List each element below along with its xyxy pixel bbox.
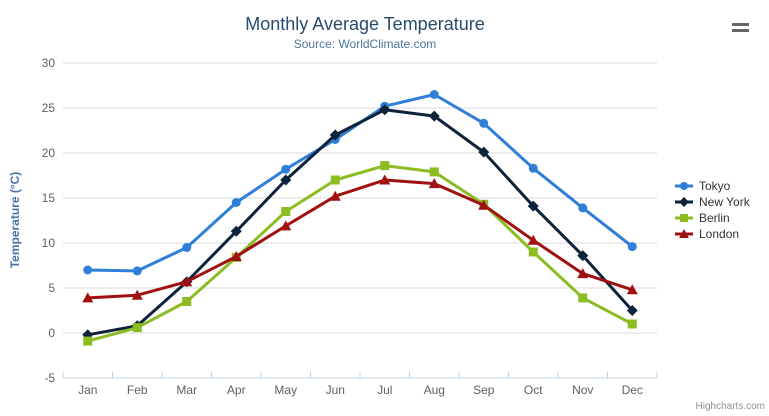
series-new-york-line bbox=[86, 108, 634, 337]
x-axis-label: Dec bbox=[622, 383, 643, 397]
data-point-london-dec[interactable] bbox=[626, 284, 638, 295]
data-point-berlin-feb[interactable] bbox=[132, 323, 142, 333]
series-tokyo bbox=[83, 90, 637, 276]
data-point-berlin-oct[interactable] bbox=[528, 247, 538, 257]
data-point-london-aug[interactable] bbox=[428, 178, 440, 189]
data-point-new-york-sep[interactable] bbox=[478, 146, 490, 158]
series-london-line bbox=[86, 178, 634, 300]
legend-label: Berlin bbox=[699, 211, 730, 225]
data-point-tokyo-aug[interactable] bbox=[429, 90, 439, 99]
x-axis-label: Aug bbox=[424, 383, 445, 397]
y-axis-label: -5 bbox=[44, 371, 55, 385]
data-point-new-york-apr[interactable] bbox=[230, 225, 242, 237]
y-axis-label: 0 bbox=[48, 326, 55, 340]
data-point-london-feb[interactable] bbox=[131, 289, 143, 300]
data-point-berlin-dec[interactable] bbox=[627, 319, 637, 329]
x-axis-label: Jan bbox=[78, 383, 97, 397]
data-point-tokyo-sep[interactable] bbox=[479, 118, 489, 128]
x-axis-label: Apr bbox=[227, 383, 246, 397]
credits-link[interactable]: Highcharts.com bbox=[695, 401, 765, 412]
x-axis-label: Jul bbox=[377, 383, 392, 397]
data-point-london-jan[interactable] bbox=[82, 292, 94, 303]
hamburger-menu-icon bbox=[731, 23, 750, 32]
data-point-tokyo-jan[interactable] bbox=[83, 265, 93, 275]
data-point-berlin-jun[interactable] bbox=[330, 175, 340, 185]
x-axis-label: Sep bbox=[473, 383, 495, 397]
legend-item-berlin[interactable]: Berlin bbox=[674, 210, 750, 226]
legend-label: New York bbox=[699, 195, 750, 209]
x-axis-label: Nov bbox=[572, 383, 593, 397]
data-point-new-york-jul[interactable] bbox=[379, 104, 391, 116]
data-point-london-nov[interactable] bbox=[577, 268, 589, 279]
y-axis-label: 15 bbox=[42, 191, 56, 205]
data-point-berlin-jul[interactable] bbox=[380, 161, 390, 171]
y-axis-label: 20 bbox=[42, 146, 56, 160]
legend-marker-shape[interactable] bbox=[680, 182, 688, 190]
data-point-new-york-may[interactable] bbox=[280, 174, 292, 186]
y-axis-label: 30 bbox=[42, 56, 56, 70]
data-point-london-sep[interactable] bbox=[478, 199, 490, 210]
y-axis-label: 5 bbox=[48, 281, 55, 295]
series-new-york bbox=[82, 104, 638, 341]
data-point-tokyo-feb[interactable] bbox=[132, 266, 142, 276]
export-menu-button[interactable] bbox=[731, 20, 750, 35]
legend-marker-shape[interactable] bbox=[680, 214, 688, 222]
x-axis-label: Mar bbox=[176, 383, 197, 397]
london-triangle-marker-icon bbox=[675, 229, 693, 238]
data-point-new-york-aug[interactable] bbox=[428, 110, 440, 122]
legend-item-london[interactable]: London bbox=[674, 226, 750, 242]
chart-subtitle: Source: WorldClimate.com bbox=[293, 37, 437, 51]
data-point-london-jun[interactable] bbox=[329, 190, 341, 201]
x-axis-label: Jun bbox=[326, 383, 345, 397]
data-point-tokyo-may[interactable] bbox=[281, 164, 291, 174]
data-point-berlin-aug[interactable] bbox=[429, 167, 439, 177]
y-axis-title: Temperature (°C) bbox=[8, 171, 22, 269]
x-axis-label: Feb bbox=[127, 383, 148, 397]
x-axis-label: Oct bbox=[524, 383, 543, 397]
data-point-london-jul[interactable] bbox=[379, 174, 391, 185]
legend-item-new-york[interactable]: New York bbox=[674, 194, 750, 210]
data-point-new-york-dec[interactable] bbox=[626, 305, 638, 316]
data-point-london-mar[interactable] bbox=[181, 276, 193, 287]
berlin-square-marker-icon bbox=[675, 214, 693, 222]
chart-title: Monthly Average Temperature bbox=[245, 14, 485, 34]
series-berlin-line bbox=[86, 164, 634, 343]
data-point-berlin-mar[interactable] bbox=[182, 297, 192, 306]
data-point-london-oct[interactable] bbox=[527, 234, 539, 245]
data-point-berlin-may[interactable] bbox=[281, 207, 291, 216]
x-axis-label: May bbox=[274, 383, 297, 397]
data-point-tokyo-oct[interactable] bbox=[528, 163, 538, 173]
y-axis-label: 25 bbox=[42, 101, 56, 115]
legend: Tokyo New York Berlin London bbox=[674, 178, 750, 242]
data-point-new-york-jun[interactable] bbox=[329, 129, 341, 141]
y-axis-label: 10 bbox=[42, 236, 56, 250]
legend-item-tokyo[interactable]: Tokyo bbox=[674, 178, 750, 194]
data-point-london-may[interactable] bbox=[280, 220, 292, 231]
tokyo-circle-marker-icon bbox=[675, 182, 693, 190]
data-point-london-apr[interactable] bbox=[230, 251, 242, 261]
legend-label: Tokyo bbox=[699, 179, 731, 193]
data-point-berlin-nov[interactable] bbox=[578, 293, 588, 303]
new-york-diamond-marker-icon bbox=[675, 197, 693, 207]
series-london bbox=[82, 174, 638, 303]
data-point-new-york-nov[interactable] bbox=[577, 250, 589, 262]
data-point-berlin-jan[interactable] bbox=[83, 336, 93, 346]
data-point-tokyo-apr[interactable] bbox=[231, 198, 241, 207]
data-point-tokyo-dec[interactable] bbox=[627, 242, 637, 252]
legend-label: London bbox=[699, 227, 740, 241]
legend-marker-shape[interactable] bbox=[679, 229, 689, 238]
data-point-new-york-oct[interactable] bbox=[527, 200, 539, 212]
data-point-tokyo-nov[interactable] bbox=[578, 203, 588, 213]
legend-marker-shape[interactable] bbox=[679, 197, 689, 207]
data-point-tokyo-mar[interactable] bbox=[182, 243, 192, 252]
